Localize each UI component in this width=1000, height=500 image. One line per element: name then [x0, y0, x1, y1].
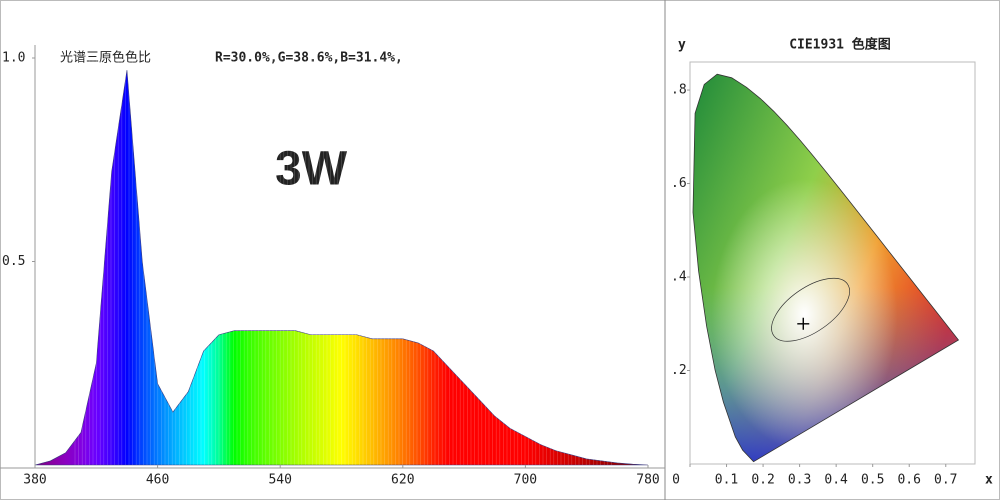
cie-chart: CIE1931 色度图 y x .2 .4 .6 .8 0 0.1 0.2 0.3 0.4 0.5… — [671, 37, 993, 488]
spectrum-chart: 光谱三原色色比 R=30.0%,G=38.6%,B=31.4%, 3W 0.5 1… — [0, 45, 665, 488]
spectrum-area — [34, 70, 649, 466]
x-tick-label: 0.6 — [897, 473, 920, 488]
y-tick-label: .4 — [671, 270, 687, 285]
x-tick-label: 460 — [146, 473, 169, 488]
spectral-locus — [692, 73, 960, 463]
x-tick-label: 0.2 — [751, 473, 774, 488]
chart-title: CIE1931 色度图 — [789, 37, 891, 53]
y-tick-label: .2 — [671, 363, 687, 378]
plot-frame — [689, 61, 976, 465]
annotation: R=30.0%,G=38.6%,B=31.4%, — [215, 51, 403, 66]
y-tick-label: 1.0 — [2, 51, 25, 66]
x-tick-label: 0.7 — [934, 473, 957, 488]
x-tick-label: 0.1 — [715, 473, 738, 488]
y-axis-label: y — [678, 38, 686, 53]
x-tick-label: 700 — [514, 473, 537, 488]
x-tick-label: 780 — [636, 473, 659, 488]
annotation: 3W — [275, 143, 348, 196]
x-tick-label: 0.3 — [788, 473, 811, 488]
x-tick-label: 0.5 — [861, 473, 884, 488]
x-tick-label: 380 — [23, 473, 46, 488]
y-tick-label: 0.5 — [2, 254, 25, 269]
region — [771, 277, 850, 342]
x-tick-label: 0 — [672, 473, 680, 488]
y-tick-label: .6 — [671, 176, 687, 191]
x-tick-label: 620 — [391, 473, 414, 488]
white-point — [797, 317, 810, 330]
x-axis-label: x — [985, 473, 993, 488]
y-tick-label: .8 — [671, 83, 687, 98]
x-tick-label: 0.4 — [824, 473, 848, 488]
x-tick-label: 540 — [268, 473, 291, 488]
chart-title: 光谱三原色色比 — [60, 50, 151, 66]
locus-white — [692, 74, 959, 462]
